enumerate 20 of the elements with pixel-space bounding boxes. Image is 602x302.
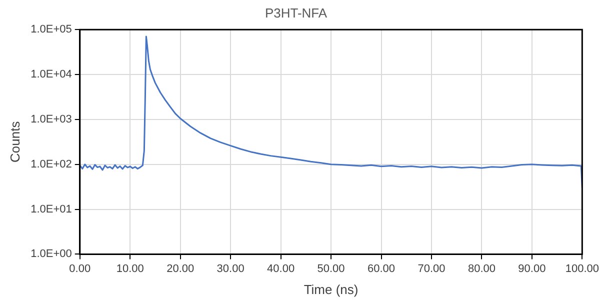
y-axis-title: Counts xyxy=(7,120,22,162)
y-tick-label: 1.0E+00 xyxy=(30,248,72,260)
x-tick-label: 100.00 xyxy=(565,262,600,275)
x-tick-label: 0.00 xyxy=(69,262,91,275)
x-tick-label: 80.00 xyxy=(468,262,496,275)
y-tick-label: 1.0E+03 xyxy=(30,113,72,126)
x-tick-label: 60.00 xyxy=(367,262,396,275)
y-tick-label: 1.0E+01 xyxy=(30,203,72,216)
chart-title: P3HT-NFA xyxy=(264,5,328,20)
y-tick-label: 1.0E+05 xyxy=(30,24,72,36)
x-tick-label: 40.00 xyxy=(267,262,295,275)
x-tick-label: 20.00 xyxy=(166,262,194,275)
x-tick-label: 50.00 xyxy=(317,262,345,275)
y-tick-label: 1.0E+02 xyxy=(30,158,72,170)
x-tick-label: 10.00 xyxy=(116,262,144,275)
x-tick-label: 70.00 xyxy=(418,262,446,275)
y-tick-label: 1.0E+04 xyxy=(30,68,72,81)
x-tick-label: 90.00 xyxy=(518,262,546,275)
x-axis-title: Time (ns) xyxy=(304,282,358,297)
x-tick-label: 30.00 xyxy=(216,262,244,275)
